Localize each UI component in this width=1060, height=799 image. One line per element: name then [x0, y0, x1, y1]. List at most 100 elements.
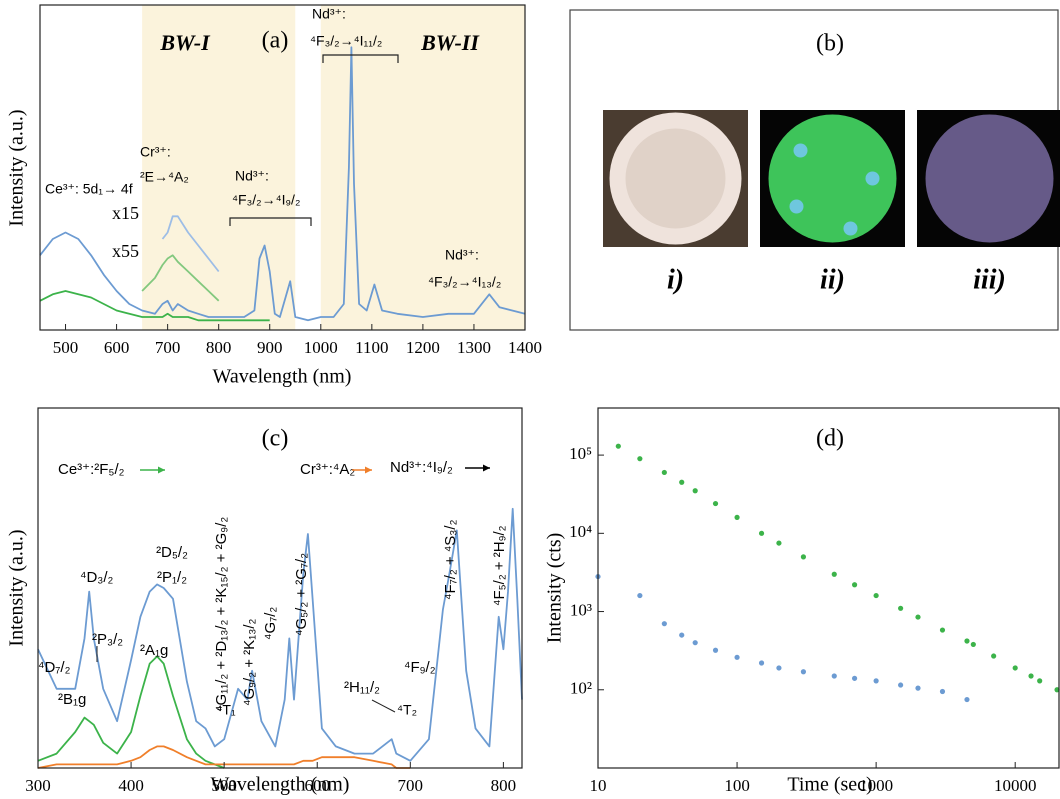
annotation: ²D₅/₂ [156, 544, 188, 561]
band-label: BW-II [420, 30, 480, 55]
plot-frame [37, 407, 523, 769]
point [873, 678, 879, 684]
point [831, 571, 837, 577]
point [661, 621, 667, 627]
annotation: ²A₁g [140, 642, 168, 659]
point [800, 554, 807, 560]
bracket [229, 217, 312, 226]
point [964, 638, 970, 644]
point [851, 582, 858, 588]
annotation: ⁴T₂ [397, 702, 417, 718]
point [970, 641, 976, 648]
bracket [322, 54, 399, 63]
point [776, 540, 782, 546]
series-line [37, 507, 523, 762]
annotation: ⁴D₇/₂ [38, 659, 71, 676]
point [873, 592, 879, 599]
annotation: ⁴G₅/₂ + ²G₇/₂ [293, 553, 310, 636]
y-tick-label: 10² [570, 679, 592, 698]
point [734, 514, 740, 520]
photo-label: ii) [820, 264, 845, 295]
x-tick-label: 100 [724, 776, 750, 795]
point [831, 673, 837, 679]
x-axis-label: Wavelength (nm) [211, 774, 350, 796]
annotation: ⁴F₅/₂ + ²H₉/₂ [491, 525, 508, 606]
x-tick-label: 900 [257, 338, 283, 357]
point [758, 660, 765, 666]
annotation: ⁴F₉/₂ [404, 659, 436, 676]
series-label: x15 [112, 203, 139, 223]
glow-spot [793, 143, 808, 158]
x-tick-label: 800 [206, 338, 232, 357]
annotation: ²E→⁴A₂ [140, 169, 189, 185]
point [758, 530, 765, 536]
point [1012, 665, 1018, 671]
x-tick-label: 1400 [508, 338, 542, 357]
x-tick-label: 600 [304, 776, 330, 795]
point [661, 469, 667, 476]
series-line [39, 46, 526, 322]
band-label: BW-I [159, 30, 211, 55]
point [898, 682, 904, 688]
point [692, 640, 698, 646]
annotation: ²B₁g [58, 691, 86, 708]
x-tick-label: 1000 [304, 338, 338, 357]
glow-spot [865, 171, 880, 186]
sample-center [625, 128, 726, 229]
point [939, 627, 946, 633]
x-tick-label: 500 [211, 776, 237, 795]
series-line [39, 290, 270, 322]
point [991, 653, 997, 659]
band [320, 5, 525, 330]
series-label: x55 [112, 241, 139, 261]
point [1028, 673, 1034, 679]
point [939, 688, 946, 695]
y-tick-label: 10⁴ [569, 522, 592, 541]
x-tick-label: 10000 [994, 776, 1037, 795]
annotation: ²P₁/₂ [157, 569, 187, 586]
annotation: Cr³⁺:⁴A₂ [300, 461, 355, 478]
annotation: ⁴G₁₁/₂ + ²D₁₃/₂ + ²K₁₅/₂ + ²G₉/₂ [213, 517, 230, 712]
annotation: ²P₃/₂ [92, 631, 123, 648]
point [637, 592, 643, 599]
sample-disc [925, 114, 1054, 243]
glow-spot [843, 221, 858, 236]
point [851, 675, 858, 681]
x-tick-label: 600 [104, 338, 130, 357]
point [615, 443, 621, 449]
x-tick-label: 300 [25, 776, 51, 795]
x-axis-label: Wavelength (nm) [213, 366, 352, 388]
photo-label: iii) [973, 264, 1006, 295]
annotation: Ce³⁺: 5d₁→ 4f [45, 181, 133, 197]
x-tick-label: 1000 [859, 776, 893, 795]
point [800, 669, 807, 675]
x-tick-label: 1200 [406, 338, 440, 357]
point [712, 500, 719, 507]
series-line [161, 215, 220, 273]
annotation: Nd³⁺:⁴I₉/₂ [390, 459, 453, 476]
photo-label: i) [667, 264, 684, 295]
y-axis-label: Intensity (a.u.) [6, 529, 28, 646]
annotation: Nd³⁺: [312, 6, 346, 22]
point [637, 456, 643, 462]
x-tick-label: 1300 [457, 338, 491, 357]
point [915, 685, 921, 691]
annotation: ⁴F₃/₂→⁴I₁₁/₂ [310, 33, 382, 49]
panel-title: (c) [262, 426, 289, 452]
x-tick-label: 700 [398, 776, 424, 795]
annotation: ²H₁₁/₂ [344, 679, 380, 696]
point [776, 665, 782, 671]
arrow-head [483, 464, 490, 472]
annotation: Ce³⁺:²F₅/₂ [58, 461, 125, 478]
series-line [141, 254, 220, 302]
y-axis-label: Intensity (cts) [544, 533, 566, 644]
plot-frame [597, 407, 1060, 769]
x-tick-label: 800 [491, 776, 517, 795]
point [964, 696, 970, 703]
point [679, 479, 685, 485]
arrow-head [365, 466, 372, 474]
arrow-head [158, 466, 165, 474]
x-tick-label: 1100 [355, 338, 388, 357]
x-tick-label: 10 [590, 776, 607, 795]
